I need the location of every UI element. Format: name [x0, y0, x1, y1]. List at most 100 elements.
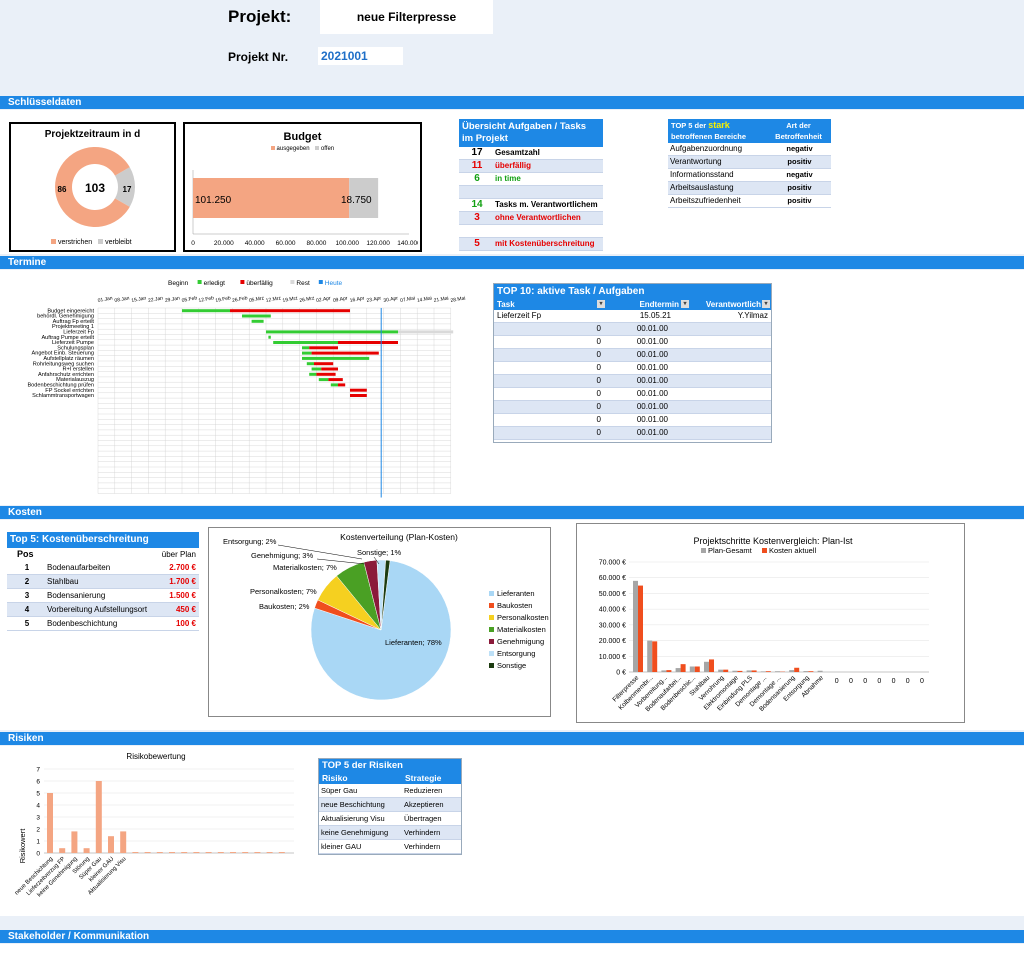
- y-tick: 60.000 €: [599, 575, 626, 582]
- y-tick: 20.000 €: [599, 638, 626, 645]
- date-label: 23.Apr: [366, 295, 382, 304]
- bar-Plan-Gesamt: [647, 640, 653, 672]
- risiko-bar: [181, 852, 188, 853]
- y-tick: 3: [36, 815, 40, 822]
- gantt-bar-überfällig: [338, 383, 346, 387]
- date-label: 26.Mrz: [299, 295, 316, 304]
- endtermin-cell: 00.01.00: [636, 428, 668, 437]
- bar-Plan-Gesamt: [633, 580, 638, 672]
- bar-Kosten aktuell: [666, 670, 672, 672]
- bar-Plan-Gesamt: [732, 670, 738, 672]
- risiko-bar: [254, 852, 261, 853]
- bar-Kosten aktuell: [680, 664, 686, 672]
- risiken-row: kleiner GAU Verhindern: [319, 840, 461, 854]
- legend-label: ausgegeben: [276, 146, 310, 152]
- legend-label: Lieferanten: [497, 589, 535, 598]
- projekt-label: Projekt:: [228, 7, 292, 26]
- legend-label: offen: [320, 146, 335, 152]
- section-termine: Termine: [0, 256, 1024, 269]
- donut-center: 103: [85, 181, 105, 195]
- task-cell: 0: [596, 350, 601, 359]
- projekt-nr: 2021001: [321, 49, 368, 63]
- col-verantwortlich[interactable]: Verantwortlich ▾: [681, 299, 771, 310]
- date-label: 12.Mrz: [265, 295, 282, 304]
- legend-label: Genehmigung: [497, 637, 544, 646]
- top10-row[interactable]: 0 00.01.00: [494, 414, 771, 427]
- top10-row[interactable]: 0 00.01.00: [494, 349, 771, 362]
- col-pos: Pos: [17, 549, 34, 559]
- kosten-value: 450 €: [175, 605, 196, 614]
- top10-row[interactable]: 0 00.01.00: [494, 388, 771, 401]
- gantt-bar-erledigt: [302, 356, 370, 360]
- top10-title: TOP 10: aktive Task / Aufgaben: [494, 284, 771, 299]
- legend-label: Entsorgung: [497, 649, 535, 658]
- filter-dropdown-icon[interactable]: ▾: [597, 300, 605, 308]
- date-label: 12.Feb: [198, 295, 215, 304]
- filter-dropdown-icon[interactable]: ▾: [681, 300, 689, 308]
- top10-row[interactable]: 0 00.01.00: [494, 427, 771, 440]
- tick-label: 140.000: [397, 240, 418, 247]
- legend-swatch: [51, 239, 56, 244]
- endtermin-cell: 00.01.00: [636, 415, 668, 424]
- x-zero-label: 0: [920, 678, 924, 685]
- risiko-bar: [59, 848, 66, 853]
- task-label: Bodenbeschichtung prüfen: [27, 383, 94, 389]
- top10-row[interactable]: 0 00.01.00: [494, 401, 771, 414]
- top10-row[interactable]: 0 00.01.00: [494, 323, 771, 336]
- row-count: 5: [474, 238, 480, 249]
- uebersicht-row: 5 mit Kostenüberschreitung: [459, 238, 603, 251]
- risiko-name: neue Beschichtung: [321, 800, 385, 809]
- legend-swatch: [489, 627, 494, 632]
- task-cell: 0: [596, 376, 601, 385]
- risiko-bar: [230, 852, 236, 853]
- risiko-strategie: Reduzieren: [404, 786, 443, 795]
- top10-row[interactable]: 0 00.01.00: [494, 375, 771, 388]
- col-endtermin[interactable]: Endtermin ▾: [607, 299, 689, 310]
- legend-label: Sonstige: [497, 661, 526, 670]
- endtermin-cell: 00.01.00: [636, 324, 668, 333]
- col-task[interactable]: Task ▾: [494, 299, 607, 310]
- gantt-bar-überfällig: [316, 372, 336, 376]
- gantt-bar-überfällig: [230, 309, 350, 313]
- projekt-nr-cell[interactable]: 2021001: [318, 47, 403, 65]
- verantwortlich-cell: [668, 388, 771, 400]
- tick-label: 100.000: [336, 240, 360, 247]
- risiken-row: keine Genehmigung Verhindern: [319, 826, 461, 840]
- filter-dropdown-icon[interactable]: ▾: [762, 300, 770, 308]
- legend-label: Baukosten: [497, 601, 532, 610]
- legend-swatch: [489, 591, 494, 596]
- uebersicht-row: 11 überfällig: [459, 160, 603, 173]
- head-col2: Art der Betroffenheit: [769, 120, 828, 142]
- verantwortlich-cell: [668, 414, 771, 426]
- kosten-row: 3 Bodensanierung 1.500 €: [7, 589, 199, 603]
- row-label: [495, 186, 603, 198]
- gantt-bar-erledigt: [306, 362, 314, 366]
- risiko-chart: Risikobewertung Risikowert 76543210neue …: [14, 752, 294, 898]
- gantt-bar-überfällig: [321, 367, 338, 371]
- legend-label: Kosten aktuell: [769, 546, 816, 555]
- gantt-bar-erledigt: [311, 367, 322, 371]
- y-tick: 40.000 €: [599, 607, 626, 614]
- endtermin-cell: 00.01.00: [636, 389, 668, 398]
- tick-label: 40.000: [245, 240, 265, 247]
- projekt-name-cell[interactable]: neue Filterpresse: [320, 0, 493, 34]
- date-label: 22.Jan: [148, 295, 164, 304]
- section-schluesseldaten: Schlüsseldaten: [0, 96, 1024, 109]
- verantwortlich-cell: [668, 349, 771, 361]
- row-count: 14: [471, 199, 483, 210]
- kosten-pos: 1: [24, 563, 30, 572]
- top10-row[interactable]: 0 00.01.00: [494, 336, 771, 349]
- top10-row[interactable]: Lieferzeit Fp 15.05.21 Y.Yilmaz: [494, 310, 771, 323]
- chart-title: Projektzeitraum in d: [44, 129, 141, 140]
- pie-label: Materialkosten; 7%: [273, 563, 337, 572]
- col-plan: über Plan: [161, 550, 196, 559]
- gantt-bar-erledigt: [330, 383, 338, 387]
- kosten-row: 4 Vorbereitung Aufstellungsort 450 €: [7, 603, 199, 617]
- top10-colheads: Task ▾ Endtermin ▾ Verantwortlich ▾: [494, 299, 771, 310]
- y-tick: 10.000 €: [599, 654, 626, 661]
- kosten-row: 5 Bodenbeschichtung 100 €: [7, 617, 199, 631]
- top10-row[interactable]: 0 00.01.00: [494, 362, 771, 375]
- budget-chart: Budget ausgegeben offen 0 20.000 40.000 60.…: [183, 122, 422, 252]
- pie-label: Personalkosten; 7%: [250, 587, 317, 596]
- gantt-bar-erledigt: [302, 351, 312, 355]
